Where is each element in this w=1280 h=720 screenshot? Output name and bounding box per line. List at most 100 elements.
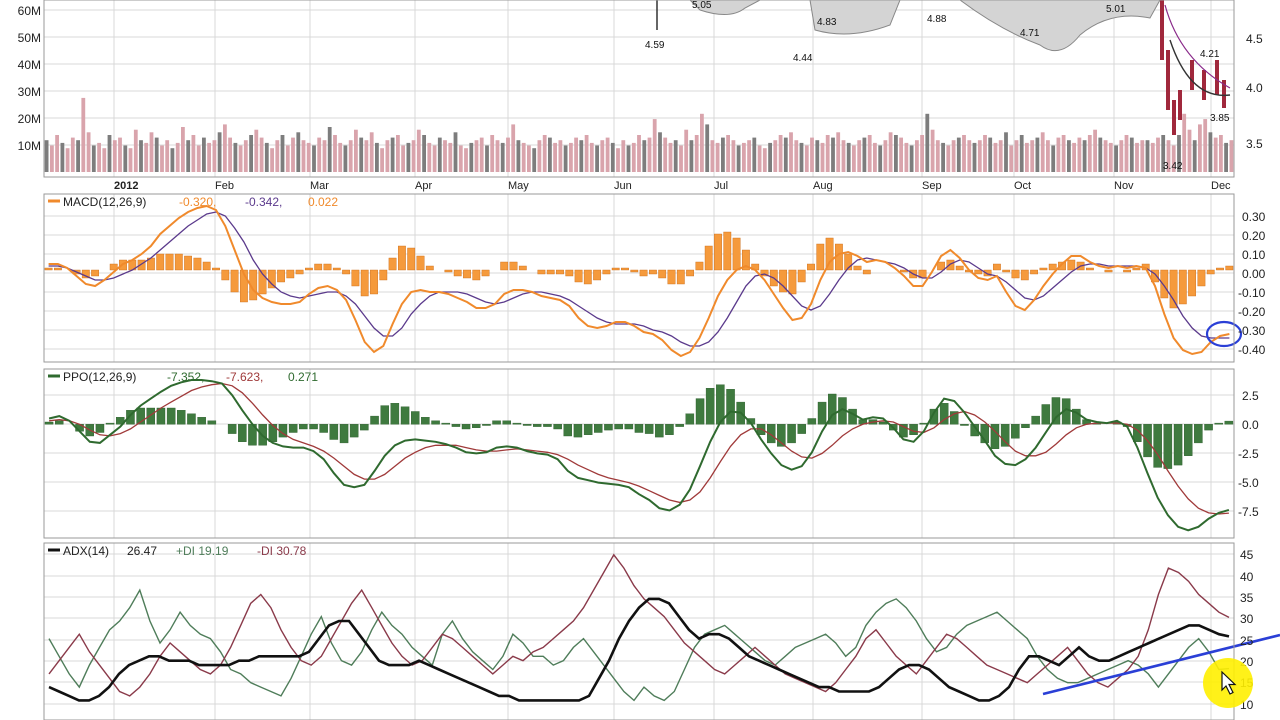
macd-tick: -0.20 <box>1238 305 1266 319</box>
volume-bar <box>1156 137 1160 172</box>
ppo-histogram-bar <box>817 401 827 425</box>
volume-bar <box>1040 132 1045 172</box>
ppo-histogram-bar <box>614 424 623 430</box>
volume-bar <box>783 137 788 172</box>
volume-bar <box>464 148 468 172</box>
price-annotations: 5.05 4.59 4.83 4.44 4.88 4.71 5.01 4.21 … <box>645 0 1230 172</box>
volume-bar <box>317 137 322 172</box>
ppo-histogram-bar <box>238 424 247 442</box>
volume-bar <box>228 137 232 172</box>
ppo-histogram-bar <box>665 424 674 435</box>
volume-bar <box>852 145 856 172</box>
month-label: 2012 <box>114 180 138 192</box>
macd-histogram-bar <box>481 269 490 277</box>
volume-bar <box>322 140 327 172</box>
ppo-histogram-bar <box>349 424 359 438</box>
ppo-histogram-bar <box>166 407 176 425</box>
volume-bar <box>97 142 101 172</box>
ppo-histogram-bar <box>55 420 64 425</box>
volume-bar <box>925 113 930 172</box>
volume-bar <box>474 140 479 172</box>
volume-bar <box>233 142 238 172</box>
volume-bar <box>506 137 510 172</box>
volume-bar <box>1150 142 1155 172</box>
volume-bar <box>810 137 814 172</box>
volume-bar <box>894 135 898 172</box>
macd-histogram-bar <box>797 269 806 283</box>
volume-bar <box>175 142 180 172</box>
macd-histogram-bar <box>630 269 639 273</box>
price-label: 4.21 <box>1200 49 1220 60</box>
month-label: Oct <box>1014 180 1031 192</box>
ppo-histogram-bar <box>929 408 939 425</box>
volume-bar <box>527 145 531 172</box>
volume-bar <box>642 140 647 172</box>
macd-histogram-bar <box>974 269 983 275</box>
price-tick: 3.5 <box>1246 137 1263 151</box>
volume-bar <box>411 140 416 172</box>
volume-bar <box>747 140 751 172</box>
ppo-tick: 2.5 <box>1242 389 1259 403</box>
macd-histogram-bar <box>360 269 369 297</box>
volume-bar <box>553 142 557 172</box>
volume-bar <box>883 140 888 172</box>
volume-bar <box>469 142 474 172</box>
volume-bar <box>1098 137 1103 172</box>
price-panel-frame <box>43 0 1235 178</box>
macd-tick: 0.20 <box>1242 229 1266 243</box>
volume-bar <box>1077 137 1082 172</box>
ppo-histogram-bar <box>329 424 339 440</box>
macd-histogram-bar <box>760 269 769 277</box>
ppo-histogram-bar <box>522 424 532 426</box>
macd-histogram-bar <box>788 269 797 295</box>
volume-bar <box>380 148 384 172</box>
volume-bar <box>1171 145 1176 172</box>
volume-bar <box>558 140 563 172</box>
volume-bar <box>752 137 757 172</box>
volume-bar <box>348 140 353 172</box>
ppo-legend-name: PPO(12,26,9) <box>63 370 136 384</box>
macd-histogram-bar <box>463 269 471 279</box>
ppo-histogram-bar <box>380 405 390 425</box>
ppo-histogram-bar <box>1163 424 1173 469</box>
macd-histogram-bar <box>565 269 574 277</box>
price-axis: 4.5 4.0 3.5 <box>1246 32 1263 151</box>
ppo-histogram-bar <box>1173 424 1183 466</box>
price-candle <box>1190 60 1194 90</box>
volume-bar <box>820 142 825 172</box>
ppo-histogram-bar <box>44 421 54 425</box>
volume-bar <box>264 142 269 172</box>
volume-bar <box>1177 135 1181 172</box>
macd-histogram-bar <box>258 269 267 295</box>
volume-bar <box>736 145 741 172</box>
volume-bar <box>600 140 605 172</box>
volume-bar <box>1192 140 1197 172</box>
ppo-histogram-bar <box>136 407 145 425</box>
volume-bar <box>1025 142 1029 172</box>
ppo-histogram-bar <box>960 424 969 426</box>
volume-bar <box>443 140 447 172</box>
macd-histogram-bar <box>174 253 183 271</box>
volume-bar <box>306 142 311 172</box>
ppo-histogram-bar <box>767 424 776 444</box>
macd-histogram-bar <box>1169 269 1178 309</box>
macd-histogram-bar <box>193 257 202 271</box>
macd-histogram-bar <box>621 267 629 271</box>
ppo-histogram-bar <box>1031 415 1040 425</box>
macd-histogram-bar <box>109 263 118 271</box>
macd-histogram-bar <box>1067 259 1076 271</box>
pointer-hand-icon <box>1221 670 1237 695</box>
macd-histogram-bar <box>1160 269 1169 299</box>
macd-histogram-bar <box>314 263 323 271</box>
bollinger-band <box>809 0 901 35</box>
macd-histogram-bar <box>1151 269 1159 283</box>
volume-bar <box>930 129 935 172</box>
volume-bar <box>920 135 924 172</box>
volume-bar <box>658 132 662 172</box>
volume-bar <box>1213 137 1218 172</box>
bollinger-band <box>689 0 761 15</box>
ppo-histogram <box>44 384 1234 469</box>
volume-bar <box>144 142 149 172</box>
volume-bar <box>1145 140 1150 172</box>
ppo-histogram-bar <box>1041 404 1051 425</box>
